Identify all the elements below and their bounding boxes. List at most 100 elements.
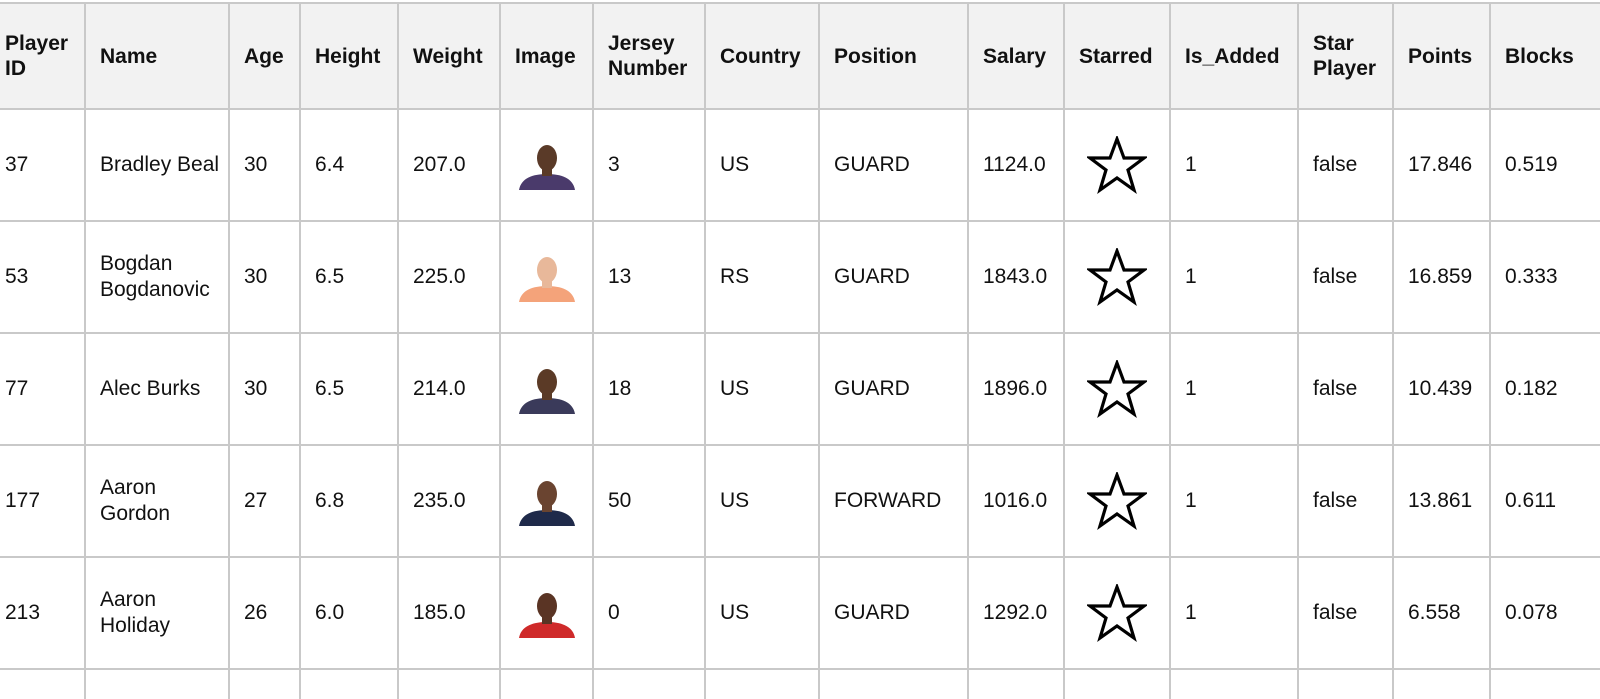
empty-cell (228, 668, 301, 699)
star-outline-icon[interactable] (1087, 472, 1147, 530)
cell-starred[interactable] (1063, 444, 1171, 558)
cell-jersey: 0 (592, 556, 706, 670)
column-header-is-added[interactable]: Is_Added (1169, 2, 1299, 110)
cell-points: 13.861 (1392, 444, 1491, 558)
column-header-salary[interactable]: Salary (967, 2, 1065, 110)
cell-country: US (704, 444, 820, 558)
cell-starred[interactable] (1063, 332, 1171, 446)
player-headshot-icon (519, 593, 575, 638)
cell-position: GUARD (818, 220, 969, 334)
cell-image (499, 444, 594, 558)
cell-height: 6.8 (299, 444, 399, 558)
column-header-player-id[interactable]: Player ID (0, 2, 86, 110)
empty-cell (499, 668, 594, 699)
empty-cell (1063, 668, 1171, 699)
column-header-star-player[interactable]: Star Player (1297, 2, 1394, 110)
cell-player-id: 77 (0, 332, 86, 446)
header-row: Player ID Name Age Height Weight Image J… (0, 2, 1600, 110)
cell-salary: 1843.0 (967, 220, 1065, 334)
empty-cell (592, 668, 706, 699)
empty-cell (397, 668, 501, 699)
cell-is-added: 1 (1169, 444, 1299, 558)
cell-height: 6.5 (299, 220, 399, 334)
cell-jersey: 50 (592, 444, 706, 558)
cell-weight: 235.0 (397, 444, 501, 558)
empty-cell (84, 668, 230, 699)
cell-blocks: 0.333 (1489, 220, 1600, 334)
cell-name: Aaron Holiday (84, 556, 230, 670)
column-header-starred[interactable]: Starred (1063, 2, 1171, 110)
cell-star-player: false (1297, 108, 1394, 222)
cell-country: RS (704, 220, 820, 334)
empty-cell (1169, 668, 1299, 699)
player-headshot-icon (519, 369, 575, 414)
column-header-blocks[interactable]: Blocks (1489, 2, 1600, 110)
table-row[interactable]: 177 Aaron Gordon 27 6.8 235.0 50 US FORWARD 1016… (0, 444, 1600, 558)
cell-jersey: 3 (592, 108, 706, 222)
cell-blocks: 0.078 (1489, 556, 1600, 670)
cell-is-added: 1 (1169, 556, 1299, 670)
cell-age: 30 (228, 108, 301, 222)
cell-image (499, 108, 594, 222)
cell-starred[interactable] (1063, 220, 1171, 334)
column-header-image[interactable]: Image (499, 2, 594, 110)
cell-is-added: 1 (1169, 108, 1299, 222)
cell-age: 26 (228, 556, 301, 670)
cell-height: 6.4 (299, 108, 399, 222)
column-header-position[interactable]: Position (818, 2, 969, 110)
star-outline-icon[interactable] (1087, 584, 1147, 642)
cell-points: 17.846 (1392, 108, 1491, 222)
column-header-age[interactable]: Age (228, 2, 301, 110)
cell-country: US (704, 332, 820, 446)
table-row[interactable]: 213 Aaron Holiday 26 6.0 185.0 0 US GUARD 1292.0… (0, 556, 1600, 670)
table-row-partial (0, 668, 1600, 699)
column-header-height[interactable]: Height (299, 2, 399, 110)
cell-position: GUARD (818, 556, 969, 670)
cell-jersey: 18 (592, 332, 706, 446)
cell-height: 6.0 (299, 556, 399, 670)
star-outline-icon[interactable] (1087, 248, 1147, 306)
cell-position: GUARD (818, 332, 969, 446)
cell-salary: 1896.0 (967, 332, 1065, 446)
empty-cell (818, 668, 969, 699)
cell-name: Bradley Beal (84, 108, 230, 222)
column-header-weight[interactable]: Weight (397, 2, 501, 110)
empty-cell (1392, 668, 1491, 699)
column-header-points[interactable]: Points (1392, 2, 1491, 110)
cell-country: US (704, 556, 820, 670)
empty-cell (0, 668, 86, 699)
cell-is-added: 1 (1169, 220, 1299, 334)
cell-position: GUARD (818, 108, 969, 222)
cell-name: Bogdan Bogdanovic (84, 220, 230, 334)
star-outline-icon[interactable] (1087, 360, 1147, 418)
cell-points: 6.558 (1392, 556, 1491, 670)
player-headshot-icon (519, 481, 575, 526)
table-body: 37 Bradley Beal 30 6.4 207.0 3 US GUARD 1124.0 1 f… (0, 108, 1600, 699)
cell-image (499, 332, 594, 446)
column-header-country[interactable]: Country (704, 2, 820, 110)
cell-starred[interactable] (1063, 108, 1171, 222)
cell-player-id: 37 (0, 108, 86, 222)
cell-blocks: 0.182 (1489, 332, 1600, 446)
cell-star-player: false (1297, 556, 1394, 670)
cell-age: 30 (228, 220, 301, 334)
cell-weight: 207.0 (397, 108, 501, 222)
empty-cell (299, 668, 399, 699)
cell-salary: 1016.0 (967, 444, 1065, 558)
cell-blocks: 0.519 (1489, 108, 1600, 222)
cell-starred[interactable] (1063, 556, 1171, 670)
column-header-name[interactable]: Name (84, 2, 230, 110)
player-headshot-icon (519, 257, 575, 302)
table-row[interactable]: 53 Bogdan Bogdanovic 30 6.5 225.0 13 RS GUARD 18… (0, 220, 1600, 334)
table-row[interactable]: 77 Alec Burks 30 6.5 214.0 18 US GUARD 1896.0 1 fa… (0, 332, 1600, 446)
cell-salary: 1124.0 (967, 108, 1065, 222)
empty-cell (1489, 668, 1600, 699)
column-header-jersey-number[interactable]: Jersey Number (592, 2, 706, 110)
cell-points: 10.439 (1392, 332, 1491, 446)
star-outline-icon[interactable] (1087, 136, 1147, 194)
cell-points: 16.859 (1392, 220, 1491, 334)
table-row[interactable]: 37 Bradley Beal 30 6.4 207.0 3 US GUARD 1124.0 1 f… (0, 108, 1600, 222)
cell-position: FORWARD (818, 444, 969, 558)
